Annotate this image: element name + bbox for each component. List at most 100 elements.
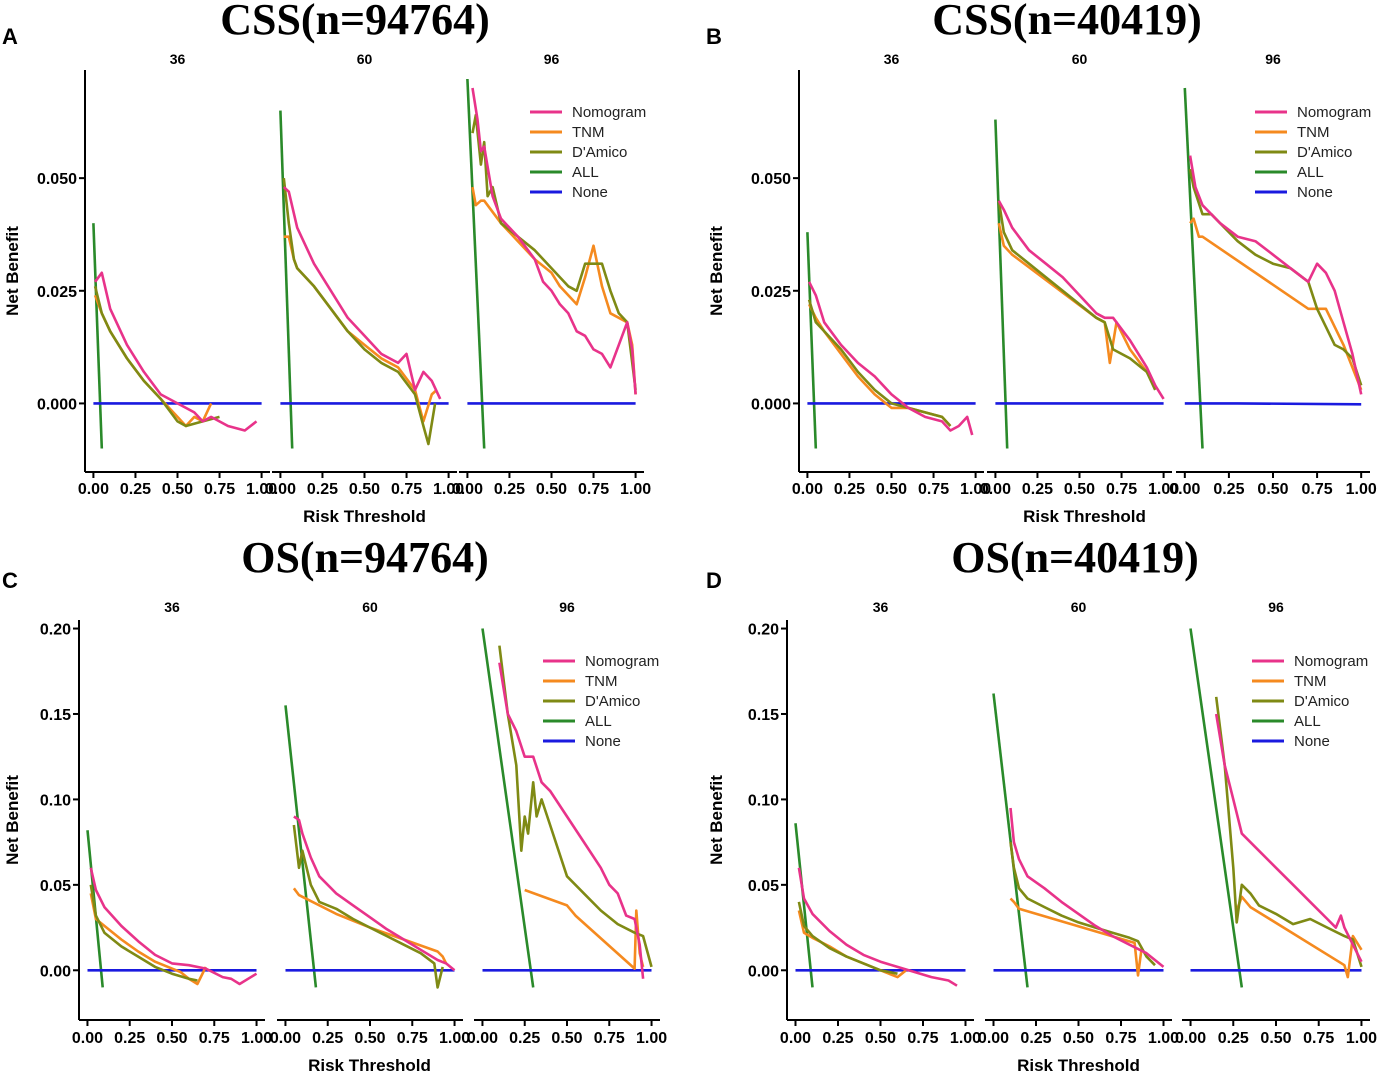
x-tick-label: 0.25 [509,1030,540,1047]
x-tick-label: 1.00 [620,481,651,498]
legend-label: None [585,733,621,750]
legend: Nomogram TNM D'Amico ALL None [1252,653,1368,750]
x-tick-label: 1.00 [1148,1030,1179,1047]
legend-label: D'Amico [572,144,627,161]
x-tick-label: 0.75 [1105,1030,1136,1047]
x-tick-label: 0.50 [865,1030,896,1047]
x-tick-label: 0.25 [114,1030,145,1047]
facet-strip-label: 60 [362,599,378,615]
x-tick-label: 0.00 [452,481,483,498]
x-tick-label: 0.75 [907,1030,938,1047]
legend-label: None [1294,733,1330,750]
legend-label: Nomogram [1294,653,1368,670]
x-tick-label: 0.50 [156,1030,187,1047]
series-damico-line [89,884,198,982]
x-tick-label: 0.75 [578,481,609,498]
y-tick-label: 0.00 [40,963,71,980]
x-tick-label: 1.00 [246,481,277,498]
y-tick-label: 0.05 [40,878,71,895]
x-tick-label: 0.50 [1260,1030,1291,1047]
panel-title: OS(n=94764) [241,533,489,582]
y-tick-label: 0.20 [40,622,71,639]
facet-strip-label: 36 [164,599,180,615]
x-tick-label: 0.50 [876,481,907,498]
legend-label: ALL [1294,713,1321,730]
x-tick-label: 0.75 [1302,481,1333,498]
facet-96: 96 0.00 0.25 0.50 0.75 1.00 [1169,51,1377,498]
y-axis-title: Net Benefit [707,226,726,316]
series-damico-line [498,645,653,968]
series-damico-line [1214,696,1363,968]
series-nomogram-line [1214,713,1363,963]
x-tick-label: 1.00 [439,1030,470,1047]
x-tick-label: 1.00 [950,1030,981,1047]
x-tick-label: 0.25 [1213,481,1244,498]
facet-strip-label: 96 [544,51,560,67]
series-damico-line [807,299,952,427]
legend-label: TNM [585,673,618,690]
y-tick-label: 0.025 [751,284,791,301]
legend-label: TNM [1297,124,1330,141]
panel-B: CSS(n=40419) B 0.000 0.025 0.050 Net Benefit 3… [706,0,1377,526]
x-tick-label: 1.00 [241,1030,272,1047]
legend-label: ALL [572,164,599,181]
series-nomogram-line [797,867,958,987]
x-tick-label: 0.00 [792,481,823,498]
y-axis-title: Net Benefit [707,775,726,865]
x-tick-label: 0.25 [307,481,338,498]
facet-36: 36 0.00 0.25 0.50 0.75 1.00 [72,599,272,1047]
facet-36: 36 0.00 0.25 0.50 0.75 1.00 [78,51,277,498]
series-nomogram-line [1188,155,1363,395]
y-tick-label: 0.20 [748,622,779,639]
x-tick-label: 0.00 [270,1030,301,1047]
facet-60: 60 0.00 0.25 0.50 0.75 1.00 [980,51,1179,498]
x-tick-label: 0.50 [1257,481,1288,498]
legend-label: D'Amico [1294,693,1349,710]
x-tick-label: 0.75 [594,1030,625,1047]
panel-D: OS(n=40419) D 0.00 0.05 0.10 0.15 0.20 Net Bene… [706,533,1377,1073]
x-tick-label: 0.25 [834,481,865,498]
x-tick-label: 0.50 [162,481,193,498]
x-tick-label: 0.25 [822,1030,853,1047]
series-all-line [92,223,104,449]
y-tick-label: 0.000 [751,396,791,413]
x-tick-label: 0.75 [204,481,235,498]
series-nomogram-line [94,271,258,432]
x-axis-title: Risk Threshold [303,507,426,526]
facet-strip-label: 60 [357,51,373,67]
series-nomogram-line [293,815,456,972]
x-axis-title: Risk Threshold [1023,507,1146,526]
y-tick-label: 0.050 [751,171,791,188]
y-tick-label: 0.15 [748,707,779,724]
panel-title: CSS(n=94764) [220,0,490,44]
y-tick-label: 0.000 [37,396,77,413]
facet-60: 60 0.00 0.25 0.50 0.75 1.00 [265,51,464,498]
series-damico-line [1009,841,1156,967]
series-tnm-line [807,303,952,427]
series-all-line [466,78,486,449]
panel-A: CSS(n=94764) A 0.000 0.025 0.050 Net Benefit 3… [2,0,651,526]
legend-label: D'Amico [585,693,640,710]
facet-strip-label: 36 [170,51,186,67]
facet-60: 60 0.00 0.25 0.50 0.75 1.00 [978,599,1179,1047]
legend-label: ALL [1297,164,1324,181]
x-tick-label: 0.75 [397,1030,428,1047]
y-tick-label: 0.15 [40,707,71,724]
series-all-line [279,110,294,449]
legend: Nomogram TNM D'Amico ALL None [530,104,646,201]
legend-label: Nomogram [1297,104,1371,121]
y-tick-label: 0.00 [748,963,779,980]
legend-label: Nomogram [585,653,659,670]
x-tick-label: 1.00 [960,481,991,498]
y-tick-label: 0.025 [37,284,77,301]
legend-label: D'Amico [1297,144,1352,161]
x-tick-label: 0.75 [391,481,422,498]
x-tick-label: 1.00 [636,1030,667,1047]
x-tick-label: 1.00 [1148,481,1179,498]
series-damico-line [1188,168,1363,386]
x-tick-label: 0.25 [120,481,151,498]
series-nomogram-line [997,200,1165,400]
panel-label: B [706,24,722,49]
series-all-line [794,823,814,988]
facet-96: 96 0.00 0.25 0.50 0.75 1.00 [467,599,667,1047]
